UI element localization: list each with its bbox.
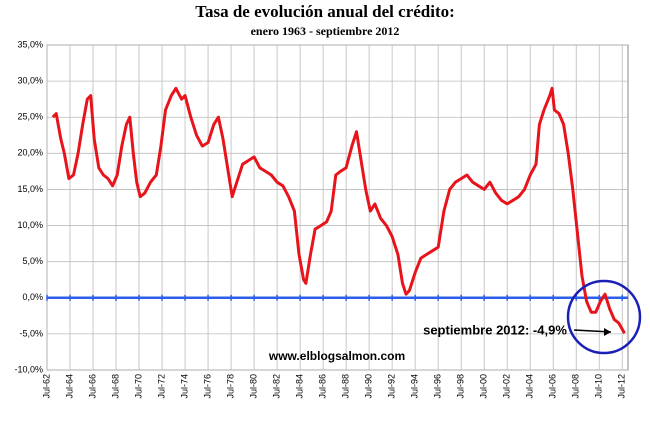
x-tick-label: Jul-80 bbox=[248, 374, 258, 399]
marks bbox=[51, 86, 626, 334]
x-tick-label: Jul-78 bbox=[225, 374, 235, 399]
x-tick-label: Jul-82 bbox=[271, 374, 281, 399]
x-tick-label: Jul-92 bbox=[387, 374, 397, 399]
x-tick-label: Jul-90 bbox=[364, 374, 374, 399]
x-tick-label: Jul-12 bbox=[617, 374, 627, 399]
x-tick-label: Jul-66 bbox=[87, 374, 97, 399]
x-tick-label: Jul-86 bbox=[317, 374, 327, 399]
chart-subtitle: enero 1963 - septiembre 2012 bbox=[251, 24, 400, 38]
data-line bbox=[51, 86, 626, 334]
x-tick-label: Jul-00 bbox=[479, 374, 489, 399]
x-tick-label: Jul-70 bbox=[133, 374, 143, 399]
arrow-head bbox=[604, 328, 611, 336]
x-tick-label: Jul-94 bbox=[410, 374, 420, 399]
x-tick-label: Jul-72 bbox=[156, 374, 166, 399]
y-tick-label: 25,0% bbox=[17, 112, 43, 122]
y-tick-label: 35,0% bbox=[17, 39, 43, 49]
x-tick-label: Jul-74 bbox=[179, 374, 189, 399]
annotation: septiembre 2012: -4,9% bbox=[423, 322, 567, 337]
x-tick-label: Jul-68 bbox=[110, 374, 120, 399]
x-tick-label: Jul-76 bbox=[202, 374, 212, 399]
y-tick-label: 30,0% bbox=[17, 75, 43, 85]
y-tick-label: 20,0% bbox=[17, 148, 43, 158]
x-tick-label: Jul-10 bbox=[594, 374, 604, 399]
y-tick-label: 10,0% bbox=[17, 220, 43, 230]
y-tick-label: 0,0% bbox=[22, 292, 43, 302]
x-tick-label: Jul-84 bbox=[294, 374, 304, 399]
grid: -10,0% -5,0% 0,0% 5,0% 10,0% 15,0% 20,0% 25,0% 3… bbox=[14, 39, 629, 399]
x-tick-label: Jul-62 bbox=[41, 374, 51, 399]
y-tick-label: 5,0% bbox=[22, 256, 43, 266]
y-tick-label: 15,0% bbox=[17, 184, 43, 194]
x-tick-label: Jul-96 bbox=[433, 374, 443, 399]
x-tick-label: Jul-64 bbox=[64, 374, 74, 399]
x-tick-label: Jul-08 bbox=[571, 374, 581, 399]
x-tick-label: Jul-88 bbox=[341, 374, 351, 399]
x-tick-label: Jul-98 bbox=[456, 374, 466, 399]
chart-title: Tasa de evolución anual del crédito: bbox=[195, 2, 455, 21]
x-tick-label: Jul-06 bbox=[548, 374, 558, 399]
highlight-circle bbox=[566, 279, 642, 355]
x-tick-label: Jul-02 bbox=[502, 374, 512, 399]
y-tick-label: -5,0% bbox=[19, 328, 43, 338]
x-tick-label: Jul-04 bbox=[525, 374, 535, 399]
watermark: www.elblogsalmon.com bbox=[268, 349, 405, 363]
plot-area bbox=[46, 44, 629, 371]
y-tick-label: -10,0% bbox=[14, 364, 43, 374]
